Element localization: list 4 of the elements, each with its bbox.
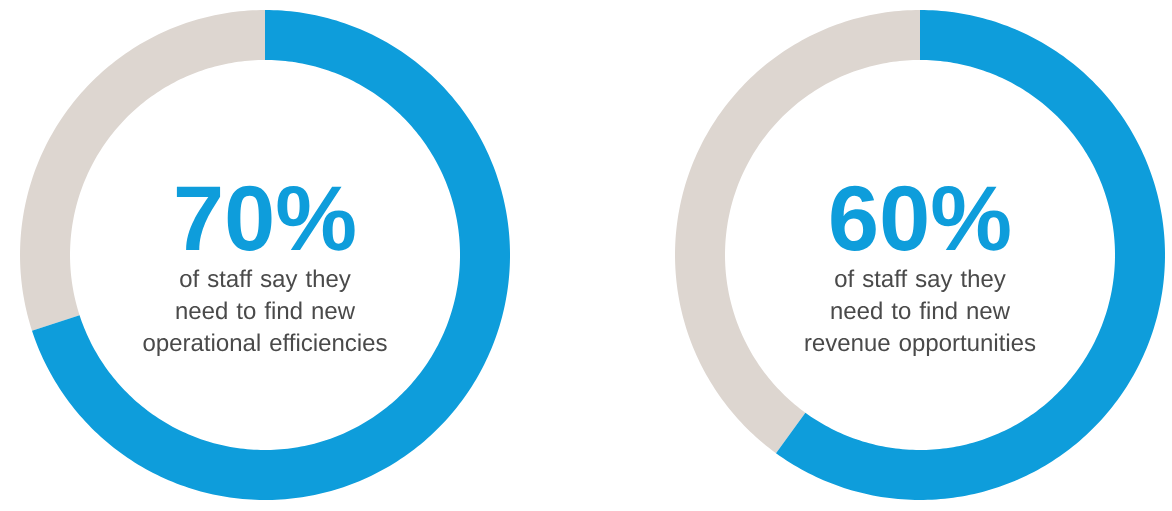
data-label: 60%	[831, 185, 1010, 251]
text: of staff say they need to find new operational efficiencies	[143, 269, 387, 356]
data-label: 70%	[176, 185, 355, 251]
text: of staff say they need to find new revenue opportunities	[805, 269, 1036, 356]
